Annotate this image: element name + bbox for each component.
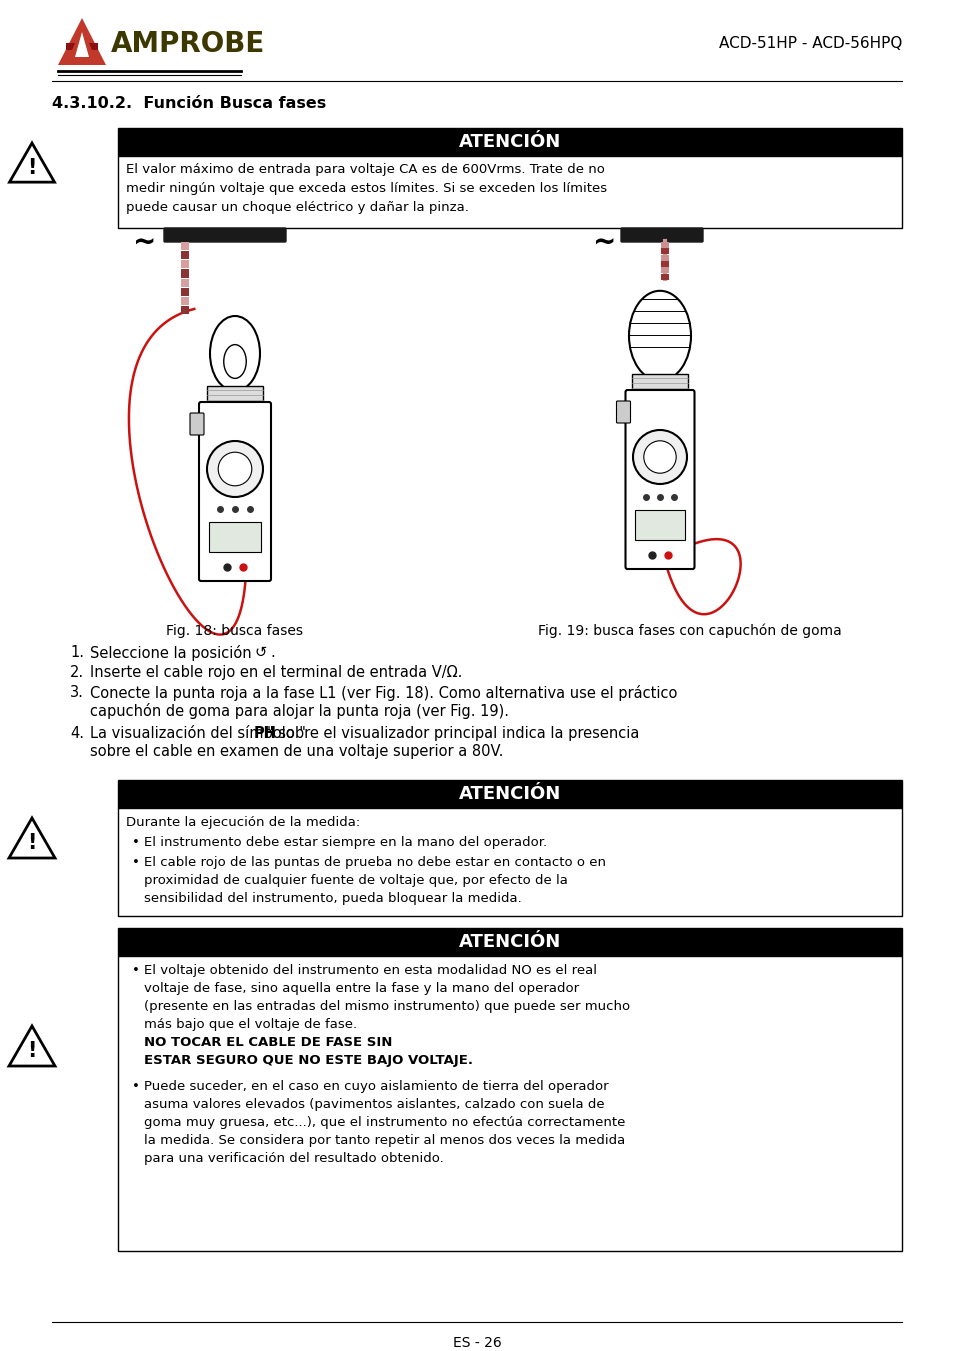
- Text: •: •: [132, 836, 140, 848]
- FancyBboxPatch shape: [118, 957, 901, 1251]
- Text: " sobre el visualizador principal indica la presencia: " sobre el visualizador principal indica…: [267, 725, 639, 740]
- Circle shape: [218, 453, 252, 486]
- FancyBboxPatch shape: [181, 269, 189, 277]
- Text: 3.: 3.: [70, 685, 84, 700]
- Circle shape: [633, 430, 686, 484]
- Text: ~: ~: [133, 230, 156, 257]
- FancyBboxPatch shape: [118, 928, 901, 957]
- Ellipse shape: [210, 316, 260, 390]
- FancyBboxPatch shape: [164, 228, 286, 242]
- Text: capuchón de goma para alojar la punta roja (ver Fig. 19).: capuchón de goma para alojar la punta ro…: [90, 703, 509, 719]
- Text: El voltaje obtenido del instrumento en esta modalidad NO es el real: El voltaje obtenido del instrumento en e…: [144, 965, 597, 977]
- Polygon shape: [68, 26, 96, 59]
- Text: •: •: [132, 965, 140, 977]
- FancyBboxPatch shape: [181, 242, 189, 250]
- Text: NO TOCAR EL CABLE DE FASE SIN: NO TOCAR EL CABLE DE FASE SIN: [144, 1036, 392, 1048]
- Text: sensibilidad del instrumento, pueda bloquear la medida.: sensibilidad del instrumento, pueda bloq…: [144, 892, 521, 905]
- Polygon shape: [75, 32, 89, 57]
- FancyBboxPatch shape: [190, 413, 204, 435]
- Text: .: .: [270, 644, 274, 661]
- Text: sobre el cable en examen de una voltaje superior a 80V.: sobre el cable en examen de una voltaje …: [90, 744, 503, 759]
- Text: asuma valores elevados (pavimentos aislantes, calzado con suela de: asuma valores elevados (pavimentos aisla…: [144, 1098, 604, 1111]
- Text: ATENCIÓN: ATENCIÓN: [458, 934, 560, 951]
- FancyBboxPatch shape: [118, 128, 901, 155]
- Text: 2.: 2.: [70, 665, 84, 680]
- Polygon shape: [10, 143, 54, 182]
- Text: más bajo que el voltaje de fase.: más bajo que el voltaje de fase.: [144, 1019, 361, 1031]
- FancyBboxPatch shape: [660, 267, 668, 273]
- Text: ↺: ↺: [254, 644, 267, 661]
- FancyBboxPatch shape: [660, 254, 668, 261]
- Text: Inserte el cable rojo en el terminal de entrada V/Ω.: Inserte el cable rojo en el terminal de …: [90, 665, 462, 680]
- FancyBboxPatch shape: [625, 390, 694, 569]
- FancyBboxPatch shape: [118, 808, 901, 916]
- FancyBboxPatch shape: [181, 305, 189, 313]
- FancyBboxPatch shape: [118, 780, 901, 808]
- FancyBboxPatch shape: [660, 249, 668, 254]
- Text: Fig. 19: busca fases con capuchón de goma: Fig. 19: busca fases con capuchón de gom…: [537, 624, 841, 639]
- Polygon shape: [58, 18, 106, 65]
- FancyBboxPatch shape: [631, 374, 687, 392]
- Text: 1.: 1.: [70, 644, 84, 661]
- Polygon shape: [9, 817, 55, 858]
- Text: ~: ~: [593, 230, 616, 257]
- FancyBboxPatch shape: [660, 273, 668, 280]
- Text: !: !: [28, 1042, 36, 1062]
- Text: voltaje de fase, sino aquella entre la fase y la mano del operador: voltaje de fase, sino aquella entre la f…: [144, 982, 578, 994]
- Text: Puede suceder, en el caso en cuyo aislamiento de tierra del operador: Puede suceder, en el caso en cuyo aislam…: [144, 1079, 608, 1093]
- Text: !: !: [28, 158, 36, 178]
- FancyBboxPatch shape: [181, 288, 189, 296]
- FancyBboxPatch shape: [66, 43, 98, 50]
- FancyBboxPatch shape: [207, 386, 263, 404]
- Text: La visualización del símbolo ": La visualización del símbolo ": [90, 725, 306, 740]
- Text: El valor máximo de entrada para voltaje CA es de 600Vrms. Trate de no
medir ning: El valor máximo de entrada para voltaje …: [126, 163, 606, 213]
- FancyBboxPatch shape: [660, 242, 668, 247]
- Text: ES - 26: ES - 26: [452, 1336, 501, 1350]
- FancyBboxPatch shape: [620, 228, 702, 242]
- Text: AMPROBE: AMPROBE: [111, 30, 265, 58]
- FancyBboxPatch shape: [181, 297, 189, 305]
- Text: 4.3.10.2.  Función Busca fases: 4.3.10.2. Función Busca fases: [52, 96, 326, 111]
- Text: •: •: [132, 857, 140, 869]
- Text: Fig. 18: busca fases: Fig. 18: busca fases: [167, 624, 303, 638]
- Text: El cable rojo de las puntas de prueba no debe estar en contacto o en: El cable rojo de las puntas de prueba no…: [144, 857, 605, 869]
- Text: •: •: [132, 1079, 140, 1093]
- Circle shape: [643, 440, 676, 473]
- Circle shape: [207, 440, 263, 497]
- Polygon shape: [9, 1025, 55, 1066]
- Text: Conecte la punta roja a la fase L1 (ver Fig. 18). Como alternativa use el prácti: Conecte la punta roja a la fase L1 (ver …: [90, 685, 677, 701]
- Text: !: !: [28, 834, 36, 854]
- FancyBboxPatch shape: [616, 401, 630, 423]
- Text: para una verificación del resultado obtenido.: para una verificación del resultado obte…: [144, 1152, 443, 1165]
- FancyBboxPatch shape: [660, 261, 668, 267]
- Text: proximidad de cualquier fuente de voltaje que, por efecto de la: proximidad de cualquier fuente de voltaj…: [144, 874, 567, 888]
- FancyBboxPatch shape: [181, 278, 189, 286]
- Text: ATENCIÓN: ATENCIÓN: [458, 132, 560, 151]
- Text: Seleccione la posición: Seleccione la posición: [90, 644, 256, 661]
- Text: (presente en las entradas del mismo instrumento) que puede ser mucho: (presente en las entradas del mismo inst…: [144, 1000, 630, 1013]
- Ellipse shape: [224, 345, 246, 378]
- Text: 4.: 4.: [70, 725, 84, 740]
- FancyBboxPatch shape: [209, 521, 261, 553]
- Text: ACD-51HP - ACD-56HPQ: ACD-51HP - ACD-56HPQ: [718, 36, 901, 51]
- FancyBboxPatch shape: [181, 251, 189, 259]
- Text: la medida. Se considera por tanto repetir al menos dos veces la medida: la medida. Se considera por tanto repeti…: [144, 1133, 624, 1147]
- Text: ESTAR SEGURO QUE NO ESTE BAJO VOLTAJE.: ESTAR SEGURO QUE NO ESTE BAJO VOLTAJE.: [144, 1054, 473, 1067]
- Text: El instrumento debe estar siempre en la mano del operador.: El instrumento debe estar siempre en la …: [144, 836, 547, 848]
- Text: Durante la ejecución de la medida:: Durante la ejecución de la medida:: [126, 816, 360, 830]
- Text: goma muy gruesa, etc...), que el instrumento no efectúa correctamente: goma muy gruesa, etc...), que el instrum…: [144, 1116, 625, 1129]
- FancyBboxPatch shape: [181, 261, 189, 269]
- FancyBboxPatch shape: [118, 155, 901, 228]
- FancyBboxPatch shape: [635, 509, 684, 540]
- Ellipse shape: [628, 290, 690, 381]
- Text: PH: PH: [253, 725, 276, 740]
- Text: ATENCIÓN: ATENCIÓN: [458, 785, 560, 802]
- FancyBboxPatch shape: [199, 403, 271, 581]
